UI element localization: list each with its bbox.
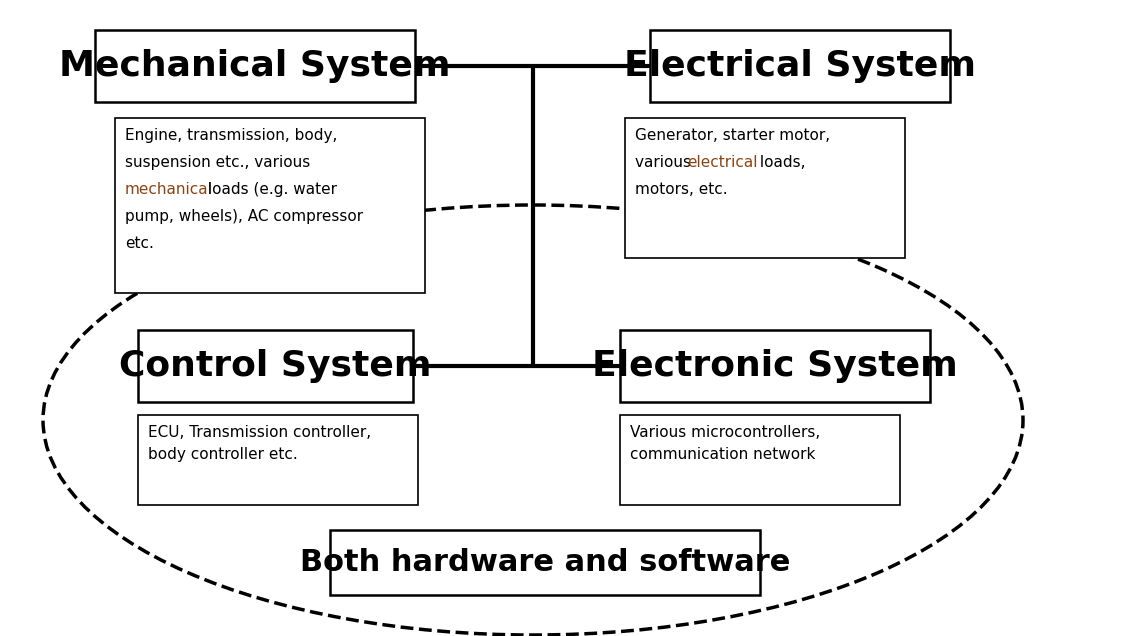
Bar <box>620 330 930 402</box>
Bar <box>115 118 425 293</box>
Bar <box>138 415 418 505</box>
Text: Electronic System: Electronic System <box>592 349 958 383</box>
Text: mechanical: mechanical <box>125 182 213 197</box>
Text: various: various <box>636 155 696 170</box>
Bar <box>620 415 900 505</box>
Text: Electrical System: Electrical System <box>624 49 976 83</box>
Text: etc.: etc. <box>125 236 154 251</box>
Text: motors, etc.: motors, etc. <box>636 182 728 197</box>
Bar <box>650 30 950 102</box>
Text: loads,: loads, <box>756 155 806 170</box>
Text: Both hardware and software: Both hardware and software <box>299 548 790 577</box>
Bar <box>330 530 760 595</box>
Text: ECU, Transmission controller,
body controller etc.: ECU, Transmission controller, body contr… <box>147 425 371 462</box>
Text: Generator, starter motor,: Generator, starter motor, <box>636 128 830 143</box>
Text: electrical: electrical <box>687 155 758 170</box>
Bar <box>625 118 905 258</box>
Text: loads (e.g. water: loads (e.g. water <box>203 182 337 197</box>
Bar <box>95 30 415 102</box>
Text: Control System: Control System <box>119 349 432 383</box>
Bar <box>138 330 413 402</box>
Text: Engine, transmission, body,: Engine, transmission, body, <box>125 128 337 143</box>
Text: pump, wheels), AC compressor: pump, wheels), AC compressor <box>125 209 363 224</box>
Text: Mechanical System: Mechanical System <box>59 49 450 83</box>
Text: suspension etc., various: suspension etc., various <box>125 155 310 170</box>
Text: Various microcontrollers,
communication network: Various microcontrollers, communication … <box>630 425 821 462</box>
